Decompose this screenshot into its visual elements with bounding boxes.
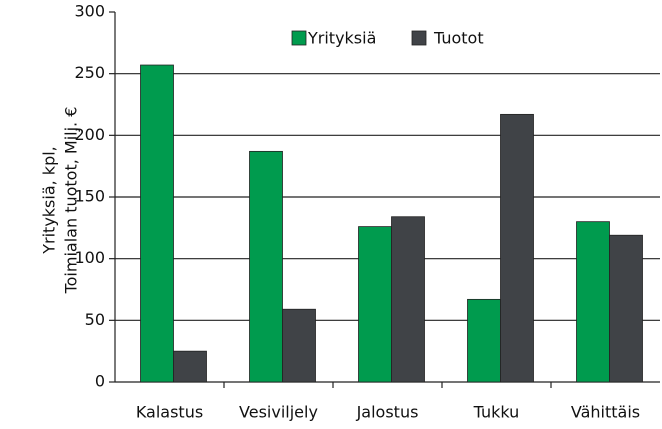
legend-swatch: [291, 30, 307, 46]
y-tick-label: 200: [74, 125, 105, 144]
bar: [500, 113, 534, 383]
y-tick-label: 100: [74, 248, 105, 267]
y-axis-label: Toimialan tuotot, Milj. €: [62, 107, 81, 295]
bar: [173, 350, 207, 383]
bar: [576, 221, 610, 383]
y-tick-label: 0: [95, 372, 105, 391]
y-tick-label: 150: [74, 187, 105, 206]
bar: [609, 234, 643, 383]
bar: [391, 216, 425, 383]
x-tick-label: Jalostus: [356, 403, 419, 422]
x-tick-label: Tukku: [473, 403, 520, 422]
legend-label: Yrityksiä: [307, 29, 376, 48]
y-axis-label: Yrityksiä, kpl,: [40, 146, 59, 255]
bar: [358, 226, 392, 383]
bar: [249, 150, 283, 383]
y-tick-label: 300: [74, 2, 105, 21]
bar: [282, 308, 316, 383]
x-tick-label: Kalastus: [136, 403, 203, 422]
bar: [140, 64, 174, 383]
y-tick-label: 250: [74, 63, 105, 82]
bar: [467, 298, 501, 383]
legend-label: Tuotot: [433, 29, 484, 48]
legend-swatch: [411, 30, 427, 46]
x-tick-label: Vesiviljely: [239, 403, 318, 422]
x-tick-label: Vähittäis: [571, 403, 640, 422]
y-tick-label: 50: [85, 310, 105, 329]
